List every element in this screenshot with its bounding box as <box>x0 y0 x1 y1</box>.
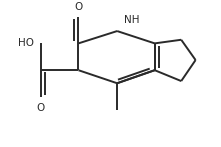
Text: HO: HO <box>18 38 34 48</box>
Text: NH: NH <box>124 15 139 25</box>
Text: O: O <box>37 103 45 113</box>
Text: O: O <box>74 2 83 12</box>
